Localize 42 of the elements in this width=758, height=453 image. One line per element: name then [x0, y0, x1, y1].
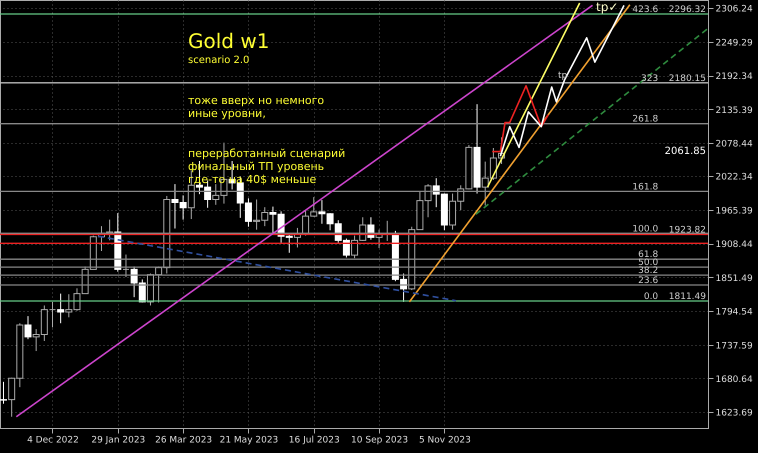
candlestick — [57, 293, 64, 324]
annotation: 423.6 — [632, 5, 658, 16]
x-tick-label: 16 Jul 2023 — [288, 436, 340, 446]
annotation: 2061.85 — [664, 146, 706, 157]
annotation: 161.8 — [632, 182, 658, 192]
y-tick-label: 2249.29 — [716, 38, 753, 48]
x-tick-label: 10 Sep 2023 — [351, 436, 408, 446]
y-tick-label: 2135.39 — [716, 106, 753, 116]
annotation: tp✓ — [596, 0, 618, 14]
line-series — [500, 4, 625, 158]
text: Gold w1 — [188, 29, 270, 53]
annotation: 323 — [640, 74, 658, 84]
candlestick — [122, 254, 130, 278]
annotation: 0.0 — [644, 292, 658, 302]
annotation: 2180.15 — [668, 74, 706, 84]
y-tick-label: 1737.59 — [716, 341, 753, 352]
annotation: 1811.49 — [668, 292, 706, 302]
annotation: 100.0 — [632, 224, 658, 234]
y-tick-label: 2078.44 — [716, 140, 753, 150]
x-tick-label: 21 May 2023 — [220, 436, 278, 446]
x-tick-label: 5 Nov 2023 — [418, 436, 471, 446]
annotation: 2296.32 — [668, 5, 706, 16]
y-tick-label: 1623.69 — [716, 408, 753, 419]
x-tick-label: 26 Mar 2023 — [155, 436, 212, 446]
y-tick-label: 1794.54 — [716, 308, 753, 318]
x-tick-label: 29 Jan 2023 — [91, 436, 146, 446]
y-tick-label: 2022.34 — [716, 172, 753, 183]
y-tick-label: 2306.24 — [716, 4, 753, 15]
candlestick — [24, 316, 32, 340]
annotation: 38.2 — [638, 266, 658, 276]
y-tick-label: 1908.44 — [716, 240, 753, 250]
y-tick-label: 1680.64 — [716, 374, 753, 385]
annotation: тоже вверх но немного иные уровни, — [188, 94, 324, 120]
annotation: 23.6 — [638, 276, 658, 286]
annotation: 261.8 — [632, 114, 658, 125]
candlestick — [0, 381, 7, 404]
y-tick-label: 1965.39 — [716, 206, 753, 216]
x-tick-label: 4 Dec 2022 — [27, 436, 79, 446]
text: scenario 2.0 — [188, 55, 250, 66]
annotation: 1923.82 — [668, 226, 706, 236]
y-tick-label: 2192.34 — [716, 72, 753, 82]
y-tick-label: 1851.49 — [716, 274, 753, 284]
